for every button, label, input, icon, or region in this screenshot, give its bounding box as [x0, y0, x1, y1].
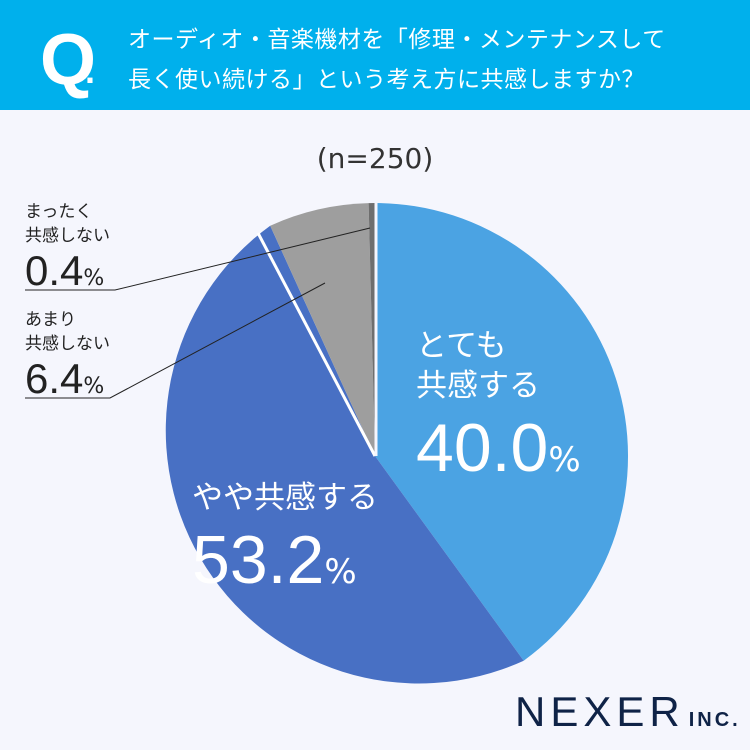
nexer-logo: NEXER INC.: [515, 688, 741, 736]
value-somewhat-agree: 53.2: [192, 522, 325, 598]
slice-somewhat-agree: [165, 225, 524, 684]
question-text-line2: 長く使い続ける」という考え方に共感しますか？: [128, 67, 645, 93]
value-not-really: 6.4: [25, 355, 84, 402]
slice-separator: [256, 232, 377, 457]
slice-not-really-agree: [270, 203, 375, 456]
value-very-agree: 40.0: [416, 410, 549, 486]
slice-very-agree: [375, 203, 629, 661]
label-not-at-all-agree: まったく 共感しない 0.4%: [25, 200, 110, 294]
unit-not-really: %: [83, 374, 105, 399]
unit-somewhat-agree: %: [324, 552, 357, 592]
logo-suffix: INC.: [688, 709, 741, 731]
label-somewhat-agree-text: やや共感する: [192, 480, 378, 516]
unit-not-at-all: %: [83, 266, 105, 291]
unit-very-agree: %: [548, 440, 581, 480]
q-mark: Q: [40, 20, 97, 100]
leader-line-not-at-all: [25, 227, 371, 291]
logo-name: NEXER: [515, 688, 685, 735]
label-somewhat-agree: やや共感する 53.2%: [192, 478, 378, 596]
label-not-at-all-line2: 共感しない: [25, 226, 110, 246]
sample-size: (n=250): [316, 142, 434, 175]
value-not-at-all: 0.4: [25, 247, 84, 294]
q-dot: .: [85, 50, 96, 91]
label-not-really-agree: あまり 共感しない 6.4%: [25, 308, 110, 402]
label-not-really-line1: あまり: [25, 310, 76, 330]
slice-not-at-all-agree: [368, 203, 375, 456]
leader-line-not-really: [25, 282, 326, 399]
label-very-agree-line2: 共感する: [416, 368, 540, 404]
label-very-agree-line1: とても: [416, 328, 507, 364]
label-not-at-all-line1: まったく: [25, 202, 93, 222]
label-very-agree: とても 共感する 40.0%: [416, 326, 581, 484]
label-not-really-line2: 共感しない: [25, 334, 110, 354]
question-header: Q . オーディオ・音楽機材を「修理・メンテナンスして 長く使い続ける」という考…: [0, 0, 750, 110]
question-text-line1: オーディオ・音楽機材を「修理・メンテナンスして: [128, 27, 666, 53]
